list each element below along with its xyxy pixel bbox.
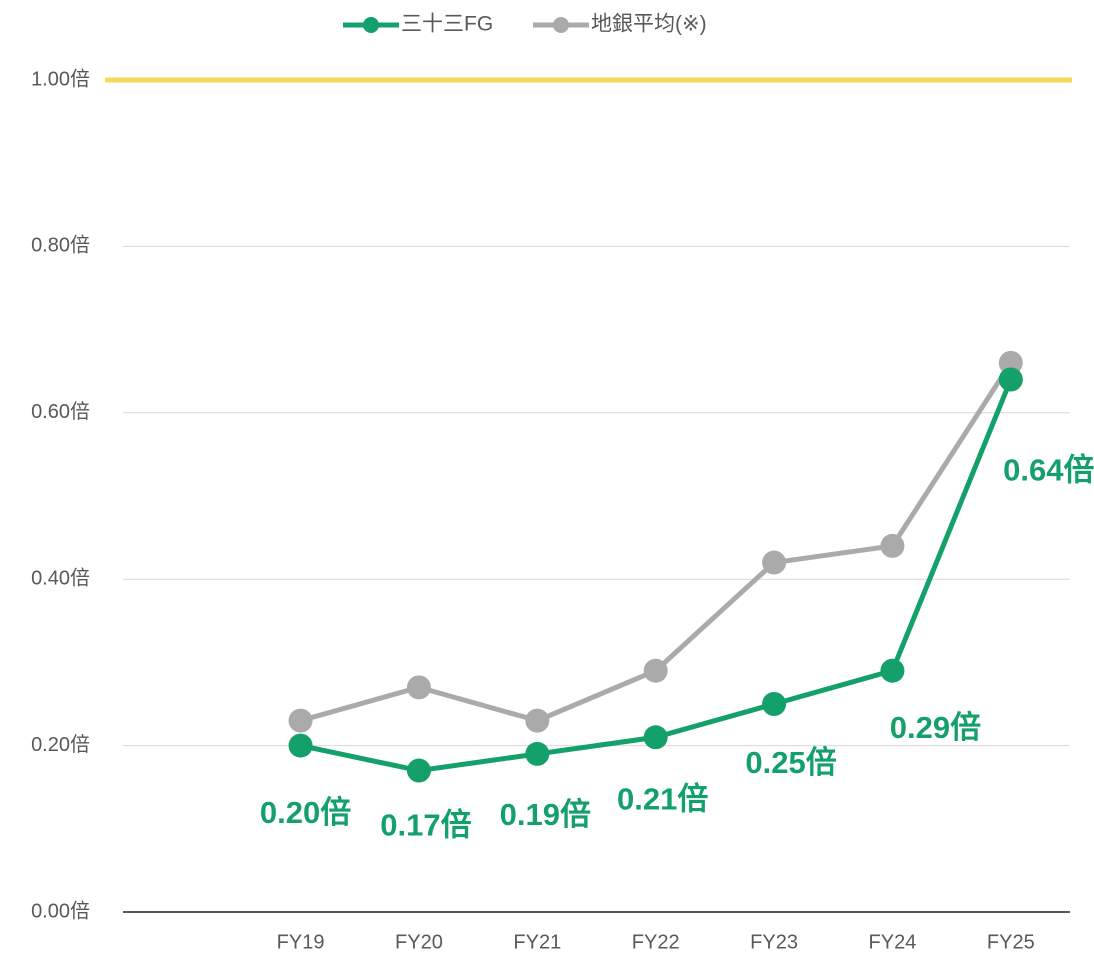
legend-label: 三十三FG (401, 13, 493, 36)
data-point (525, 708, 550, 733)
data-point (880, 658, 905, 683)
y-tick-label: 0.20倍 (31, 733, 90, 756)
legend-label: 地銀平均(※) (591, 13, 707, 36)
y-tick-label: 0.60倍 (31, 400, 90, 423)
data-label: 0.29倍 (890, 710, 981, 745)
data-label: 0.19倍 (500, 797, 591, 832)
data-point (288, 708, 313, 733)
data-point (525, 741, 550, 766)
x-tick-label: FY25 (987, 931, 1035, 953)
legend-marker (363, 17, 379, 33)
data-point (288, 733, 313, 758)
legend-marker (553, 17, 569, 33)
x-tick-label: FY19 (277, 931, 325, 953)
data-point (998, 367, 1023, 392)
x-tick-label: FY21 (513, 931, 561, 953)
data-point (762, 550, 787, 575)
x-tick-label: FY22 (632, 931, 680, 953)
data-point (762, 692, 787, 716)
data-point (643, 658, 668, 683)
data-label: 0.25倍 (745, 745, 836, 780)
y-tick-label: 0.00倍 (31, 899, 90, 922)
data-label: 0.64倍 (1003, 453, 1094, 488)
y-tick-label: 1.00倍 (31, 67, 90, 90)
data-label: 0.21倍 (617, 781, 708, 816)
y-tick-label: 0.80倍 (31, 234, 90, 257)
data-label: 0.20倍 (260, 795, 351, 830)
data-point (643, 725, 668, 750)
x-tick-label: FY20 (395, 931, 443, 953)
x-tick-label: FY24 (869, 931, 917, 953)
data-point (998, 350, 1023, 375)
data-point (406, 758, 431, 783)
y-tick-label: 0.40倍 (31, 566, 90, 589)
data-label: 0.17倍 (380, 808, 471, 843)
data-point (880, 533, 905, 558)
x-tick-label: FY23 (750, 931, 798, 953)
data-point (406, 675, 431, 700)
